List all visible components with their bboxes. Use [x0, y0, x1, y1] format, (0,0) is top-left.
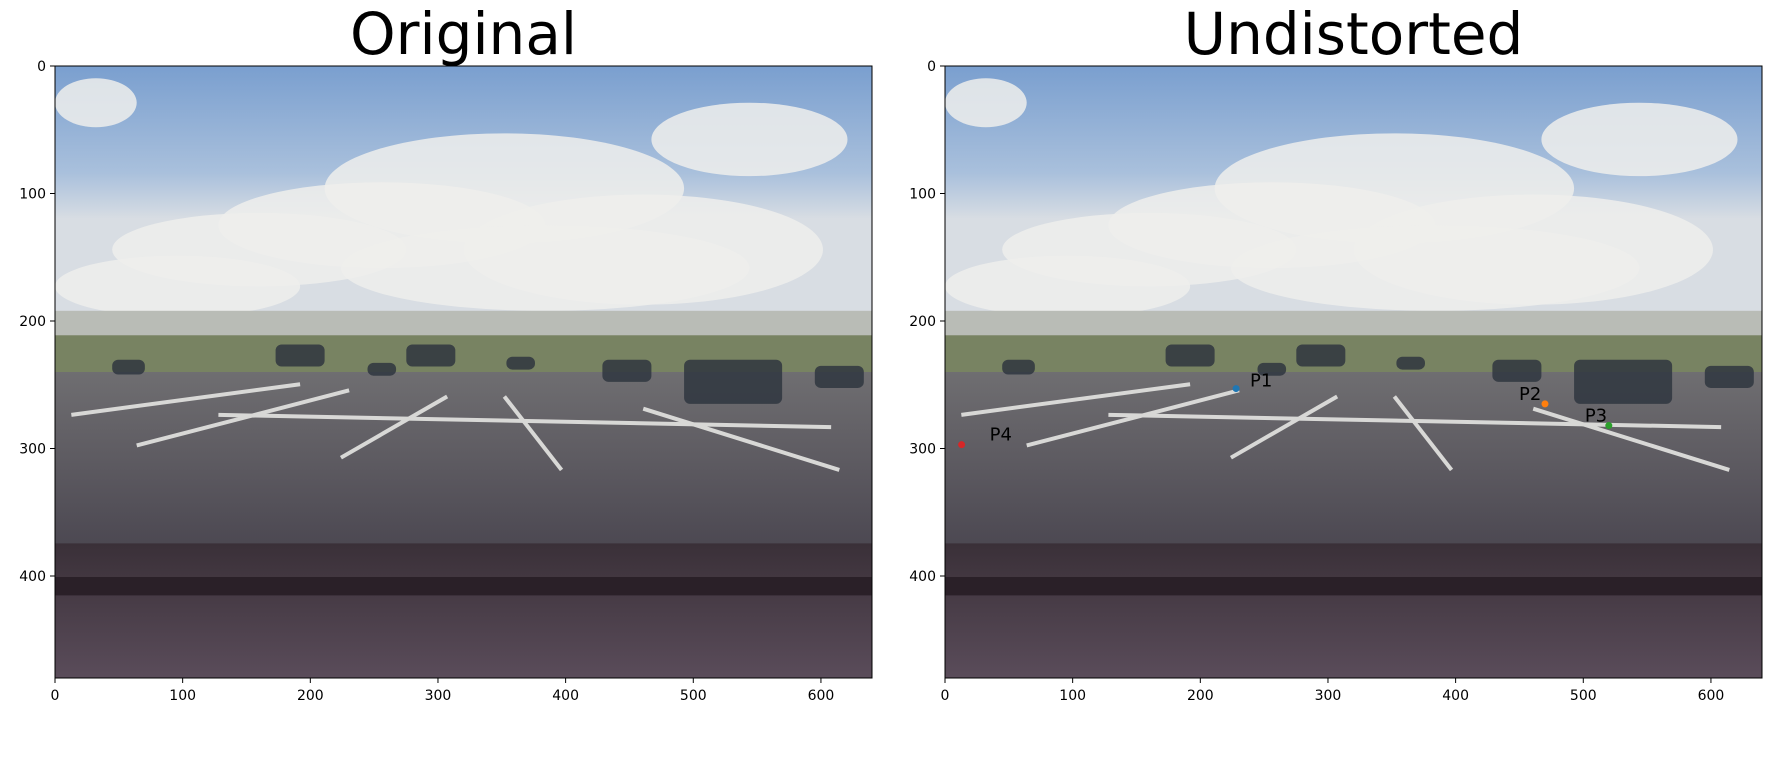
lane-marking [71, 382, 301, 417]
subplot-1: Original 0 100 200 300 400 500 600 0 100 200 300 400 [19, 0, 873, 704]
lane-marking [1026, 388, 1240, 448]
cloud [945, 255, 1191, 317]
lane-marking [1108, 412, 1722, 430]
x-tick-label: 500 [1570, 688, 1597, 704]
lane-marking [218, 412, 832, 430]
point-label-p4: P4 [990, 425, 1012, 446]
x-tick-label: 100 [1059, 688, 1086, 704]
point-p1 [1232, 385, 1240, 393]
y-tick-label: 200 [909, 314, 936, 330]
parked-car [112, 359, 145, 375]
lane-marking [1392, 395, 1454, 472]
lane-marking [339, 394, 449, 460]
cloud [651, 102, 848, 177]
x-tick-label: 100 [169, 688, 196, 704]
axes-frame [54, 65, 873, 679]
y-tick-label: 400 [909, 569, 936, 585]
point-p4 [958, 441, 966, 449]
cloud [55, 78, 137, 128]
camera-image [55, 66, 872, 678]
x-tick-label: 600 [1698, 688, 1725, 704]
y-tick-label: 100 [19, 187, 46, 203]
x-tick-label: 200 [1187, 688, 1214, 704]
parked-car [1492, 359, 1542, 382]
parked-car [814, 365, 864, 388]
parked-car [1296, 344, 1346, 367]
lane-marking [1532, 406, 1730, 472]
y-tick-label: 300 [19, 442, 46, 458]
x-tick-label: 300 [1315, 688, 1342, 704]
x-tick-label: 400 [1442, 688, 1469, 704]
parked-car [1396, 356, 1425, 370]
parked-car [275, 344, 325, 367]
lane-marking [1229, 394, 1339, 460]
parked-car [1574, 359, 1673, 404]
point-label-p3: P3 [1585, 406, 1607, 427]
x-tick-label: 600 [808, 688, 835, 704]
parked-car [1165, 344, 1215, 367]
camera-image [945, 66, 1762, 678]
cloud [1541, 102, 1738, 177]
lane-marking [502, 395, 564, 472]
subplot-title: Original [350, 0, 577, 68]
parked-car [1002, 359, 1035, 375]
parked-car [1257, 362, 1287, 376]
parked-car [406, 344, 456, 367]
dashboard-edge [55, 577, 872, 596]
lane-marking [642, 406, 840, 472]
point-p2 [1541, 400, 1549, 408]
cloud [945, 78, 1027, 128]
x-tick-label: 300 [425, 688, 452, 704]
x-tick-label: 0 [51, 688, 60, 704]
x-tick-label: 200 [297, 688, 324, 704]
point-label-p2: P2 [1519, 384, 1541, 405]
parked-car [602, 359, 652, 382]
parked-car [684, 359, 783, 404]
dashboard [945, 543, 1762, 678]
point-label-p1: P1 [1250, 371, 1272, 392]
dashboard-edge [945, 577, 1762, 596]
x-tick-label: 400 [552, 688, 579, 704]
parked-car [367, 362, 397, 376]
y-tick-label: 0 [927, 59, 936, 75]
y-tick-label: 0 [37, 59, 46, 75]
x-tick-label: 500 [680, 688, 707, 704]
cloud [1230, 225, 1640, 311]
y-tick-label: 100 [909, 187, 936, 203]
lane-marking [136, 388, 350, 448]
x-tick-label: 0 [941, 688, 950, 704]
axes-frame [944, 65, 1763, 679]
parked-car [506, 356, 535, 370]
subplot-title: Undistorted [1184, 0, 1524, 68]
lane-marking [961, 382, 1191, 417]
y-tick-label: 400 [19, 569, 46, 585]
y-tick-label: 200 [19, 314, 46, 330]
subplot-2: Undistorted 0 100 200 300 400 500 600 0 100 200 300… [909, 0, 1763, 704]
cloud [55, 255, 301, 317]
y-tick-label: 300 [909, 442, 936, 458]
cloud [340, 225, 750, 311]
dashboard [55, 543, 872, 678]
parked-car [1704, 365, 1754, 388]
point-p3 [1605, 422, 1613, 430]
